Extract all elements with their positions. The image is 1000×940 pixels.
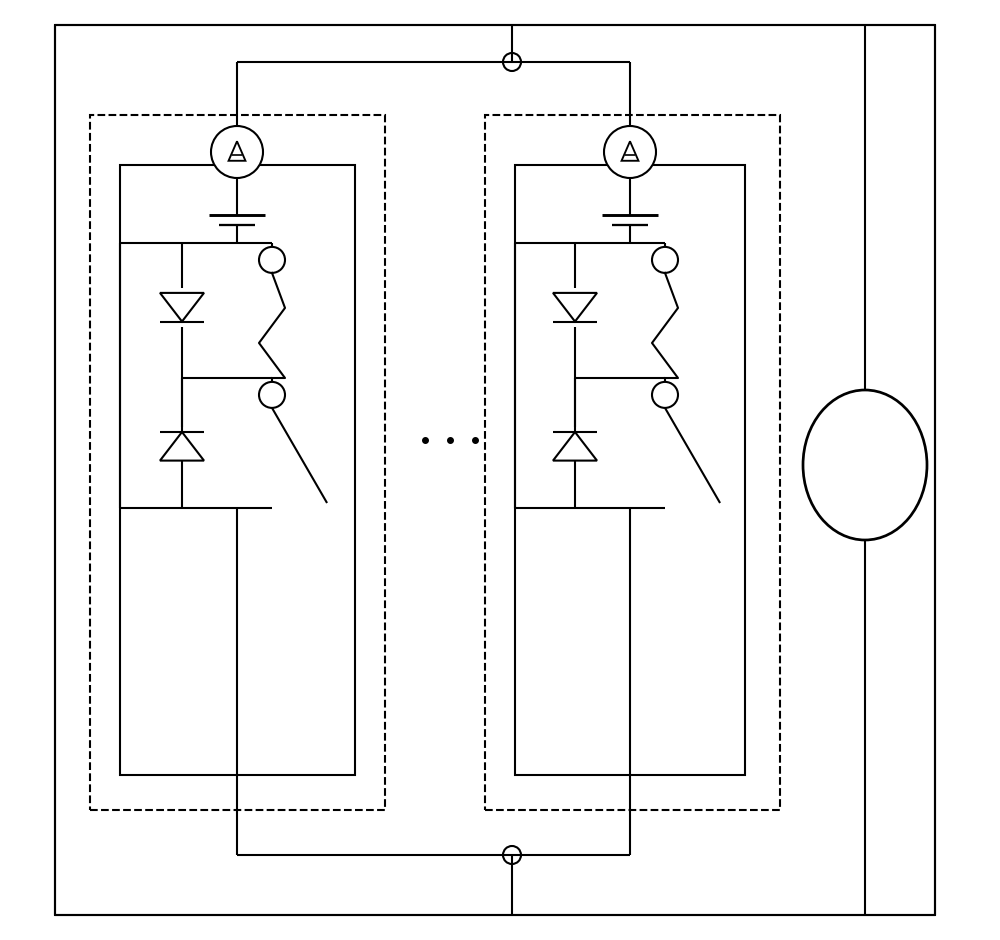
Bar: [90, 115, 385, 810]
Circle shape: [211, 126, 263, 178]
Polygon shape: [160, 432, 204, 461]
Polygon shape: [553, 293, 597, 321]
Polygon shape: [553, 432, 597, 461]
Circle shape: [604, 126, 656, 178]
Bar: [485, 115, 780, 810]
Bar: [55, 25, 935, 915]
Bar: [120, 165, 355, 775]
Bar: [515, 165, 745, 775]
Polygon shape: [160, 293, 204, 321]
